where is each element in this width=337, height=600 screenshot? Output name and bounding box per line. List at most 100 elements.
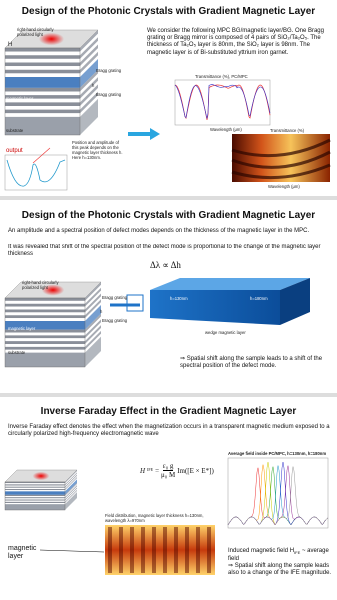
slide-text: Inverse Faraday effect denotes the effec… (8, 424, 330, 438)
connector (126, 294, 144, 312)
layer-side (85, 290, 101, 310)
label: H (8, 42, 13, 48)
layer (5, 62, 80, 67)
layer (5, 315, 85, 319)
slide-text: We consider the following MPC BG/magneti… (147, 28, 324, 56)
layer (5, 487, 65, 489)
layer-side (85, 296, 101, 316)
formula: Δλ ∝ Δh (150, 260, 181, 270)
band (119, 527, 123, 573)
layer (5, 504, 65, 510)
label: substrate (6, 128, 24, 133)
pointer (39, 549, 105, 553)
label: h (100, 309, 103, 314)
layer-side (85, 299, 101, 319)
label: Bragg grating (102, 295, 128, 300)
plot-frame (4, 154, 68, 191)
layer-side (80, 40, 98, 63)
layer-side (85, 287, 101, 307)
heatmap-band (231, 138, 331, 180)
label: substrate (8, 350, 26, 355)
layer (5, 312, 85, 316)
layer-side (85, 302, 101, 321)
layer-side (80, 88, 98, 110)
wedge-side (280, 278, 310, 325)
layer (5, 482, 65, 484)
layer (5, 503, 65, 505)
plot-curve (174, 84, 271, 119)
plot-title: Transmittance (%), PC/MPC (195, 74, 248, 79)
numerator: ε₀ g (162, 462, 174, 472)
layer-side (80, 80, 98, 103)
layer (5, 496, 65, 498)
text: Induced magnetic field H (228, 548, 295, 554)
layer-side (80, 55, 98, 77)
slide-text: An amplitude and a spectral position of … (8, 228, 310, 234)
layer (5, 318, 85, 321)
band (163, 527, 167, 573)
layer (5, 66, 80, 70)
layer-side (65, 485, 77, 499)
layer-side (80, 77, 98, 99)
layer (5, 489, 65, 491)
layer (5, 341, 85, 344)
layer-side (80, 73, 98, 96)
layer-side (85, 284, 101, 304)
denominator: μ₀ M (161, 471, 176, 480)
label: right-hand circularly polarized light (17, 27, 54, 38)
layer-side (65, 489, 77, 503)
layer-side (65, 473, 77, 487)
layer (5, 332, 85, 336)
text: IFE (294, 550, 301, 556)
layer-side (80, 30, 98, 52)
stack-outline (4, 297, 86, 368)
layer-side (85, 328, 101, 347)
layer (5, 499, 65, 501)
plot-curve (227, 466, 329, 526)
layer (5, 490, 65, 492)
plot-curve (6, 159, 66, 187)
wedge-front (150, 290, 280, 325)
label: Bragg grating (96, 68, 122, 73)
arrow (128, 128, 160, 140)
layer-side (65, 474, 77, 488)
label: output (6, 148, 23, 154)
band (141, 527, 145, 573)
layer (5, 494, 65, 496)
layer-side (80, 33, 98, 56)
formula-eq: = (155, 466, 160, 475)
layer-side (85, 319, 101, 339)
slide-text: It was revealed that shift of the spectr… (8, 244, 321, 258)
layer (5, 300, 85, 304)
layer (5, 106, 80, 110)
layer-side (65, 484, 77, 498)
layer (5, 498, 65, 500)
layer (5, 338, 85, 342)
layer-side (65, 482, 77, 496)
slide-title: Design of the Photonic Crystals with Gra… (21, 210, 316, 221)
layer-side (80, 69, 98, 92)
band (108, 527, 112, 573)
layer (5, 303, 85, 307)
layer (5, 55, 80, 59)
plot-curves (227, 461, 329, 526)
light-spot (38, 32, 65, 46)
layer (5, 77, 80, 88)
slide-title: Inverse Faraday Effect in the Gradient M… (40, 406, 297, 417)
layer (5, 501, 65, 503)
layer (5, 329, 85, 333)
layer (5, 349, 85, 353)
layer-side (65, 471, 77, 485)
label: h (92, 83, 95, 88)
layer (5, 73, 80, 77)
layer-side (65, 488, 77, 502)
wedge-label: wedge magnetic layer (205, 330, 246, 335)
pointer (32, 147, 51, 164)
axis-label: Wavelength (μm) (210, 127, 242, 132)
layer-side (65, 486, 77, 500)
heatmap-bands (108, 527, 211, 573)
layer-side (85, 305, 101, 330)
label: magnetic layer (8, 326, 36, 331)
wedge-label: h=130nm (170, 296, 188, 301)
fraction: ε₀ g μ₀ M (161, 462, 175, 480)
